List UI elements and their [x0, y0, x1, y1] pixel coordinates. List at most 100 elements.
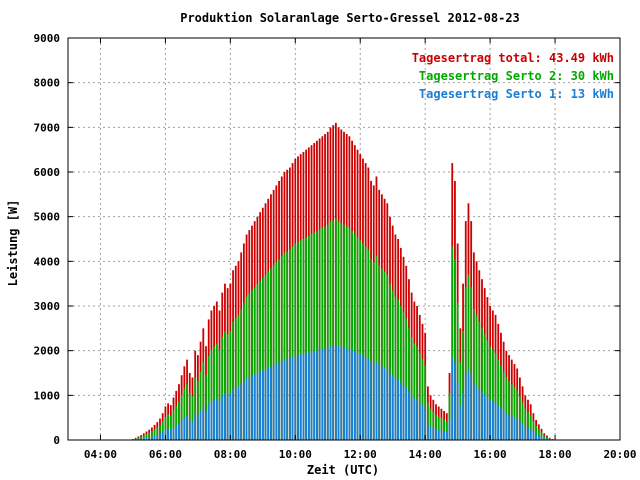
bar-serto-1 [302, 353, 305, 440]
bar-serto-1 [194, 413, 197, 440]
bar-serto-1 [372, 363, 375, 440]
bar-serto-1 [305, 352, 308, 440]
bar-serto-1 [240, 383, 243, 440]
bar-serto-2 [218, 349, 221, 440]
bar-serto-1 [148, 436, 151, 440]
bar-serto-1 [537, 435, 540, 440]
bar-serto-2 [226, 334, 229, 440]
bar-serto-2 [537, 429, 540, 440]
bar-serto-1 [510, 415, 513, 440]
bar-serto-2 [150, 431, 153, 440]
bar-serto-1 [437, 429, 440, 440]
bar-serto-2 [367, 249, 370, 440]
bar-serto-1 [543, 437, 546, 440]
bar-serto-2 [448, 393, 451, 440]
bar-serto-2 [454, 259, 456, 440]
bar-serto-1 [467, 368, 470, 440]
y-tick-label: 6000 [34, 166, 61, 179]
bar-serto-2 [307, 235, 310, 440]
x-tick-label: 08:00 [214, 448, 247, 461]
bar-serto-2 [294, 243, 297, 440]
bar-serto-1 [513, 417, 516, 440]
bar-serto-2 [456, 302, 459, 440]
bar-serto-1 [318, 349, 321, 440]
bar-serto-1 [478, 389, 481, 440]
bar-serto-1 [413, 398, 416, 440]
bar-serto-2 [502, 371, 505, 440]
bar-serto-1 [494, 402, 497, 440]
bar-serto-2 [372, 262, 375, 440]
bar-serto-1 [150, 436, 153, 440]
bar-serto-2 [421, 359, 424, 440]
bar-serto-2 [370, 259, 372, 440]
bar-serto-2 [297, 242, 299, 440]
bar-serto-2 [462, 331, 464, 440]
bar-serto-1 [275, 363, 278, 440]
bar-serto-2 [426, 402, 429, 440]
bar-serto-1 [521, 423, 524, 440]
bar-serto-1 [215, 398, 218, 440]
bar-serto-2 [483, 334, 486, 440]
bar-serto-2 [251, 290, 253, 440]
bar-serto-2 [321, 227, 324, 440]
y-tick-label: 8000 [34, 77, 61, 90]
bar-serto-1 [353, 351, 356, 440]
bar-serto-1 [140, 438, 142, 440]
x-axis-label: Zeit (UTC) [307, 463, 379, 477]
bar-serto-1 [394, 378, 397, 440]
bar-serto-2 [148, 432, 151, 440]
bar-serto-2 [445, 421, 448, 440]
y-axis: 0 1000 2000 3000 4000 5000 6000 7000 8000 9000 [34, 32, 620, 447]
bar-serto-2 [240, 309, 243, 440]
bar-serto-1 [364, 356, 367, 440]
bar-serto-1 [310, 351, 313, 440]
bar-serto-2 [529, 414, 532, 440]
bar-serto-1 [418, 402, 421, 440]
bar-serto-2 [486, 340, 489, 440]
bar-serto-2 [205, 374, 207, 440]
bar-serto-1 [161, 431, 164, 440]
bar-serto-2 [378, 265, 381, 440]
bar-serto-2 [443, 419, 446, 440]
bar-serto-1 [218, 401, 221, 440]
bar-serto-1 [245, 378, 248, 440]
bar-serto-2 [359, 240, 362, 440]
bar-serto-2 [532, 421, 535, 440]
bar-serto-1 [505, 413, 508, 440]
y-tick-label: 5000 [34, 211, 61, 224]
bar-serto-2 [467, 274, 470, 440]
bar-serto-1 [462, 393, 464, 440]
bar-serto-1 [167, 428, 170, 440]
bar-serto-2 [318, 229, 321, 440]
bar-serto-2 [213, 346, 216, 440]
bar-serto-1 [191, 421, 194, 440]
bar-serto-2 [196, 381, 199, 440]
bar-serto-2 [340, 223, 343, 440]
bar-serto-2 [264, 274, 267, 440]
bar-serto-1 [546, 438, 548, 440]
bar-serto-2 [472, 309, 475, 440]
bar-serto-2 [481, 327, 483, 440]
bar-serto-1 [410, 395, 413, 440]
bar-serto-2 [432, 411, 435, 440]
bar-serto-1 [375, 360, 378, 440]
bar-serto-1 [286, 358, 289, 440]
bar-serto-1 [272, 364, 275, 440]
bar-serto-2 [253, 287, 256, 440]
y-tick-label: 2000 [34, 345, 61, 358]
bar-serto-2 [134, 438, 137, 440]
bar-serto-2 [510, 384, 513, 440]
bar-serto-1 [491, 401, 494, 440]
bar-serto-2 [232, 321, 234, 440]
bar-serto-2 [356, 237, 359, 440]
bar-serto-2 [288, 249, 291, 440]
bar-serto-1 [448, 419, 451, 440]
bar-serto-2 [256, 284, 259, 440]
bar-serto-2 [435, 414, 437, 440]
bar-serto-2 [345, 226, 348, 440]
bar-serto-1 [261, 370, 264, 440]
bar-serto-1 [429, 426, 432, 440]
bar-serto-2 [259, 280, 262, 440]
x-tick-label: 04:00 [84, 448, 117, 461]
bar-serto-1 [416, 399, 418, 440]
